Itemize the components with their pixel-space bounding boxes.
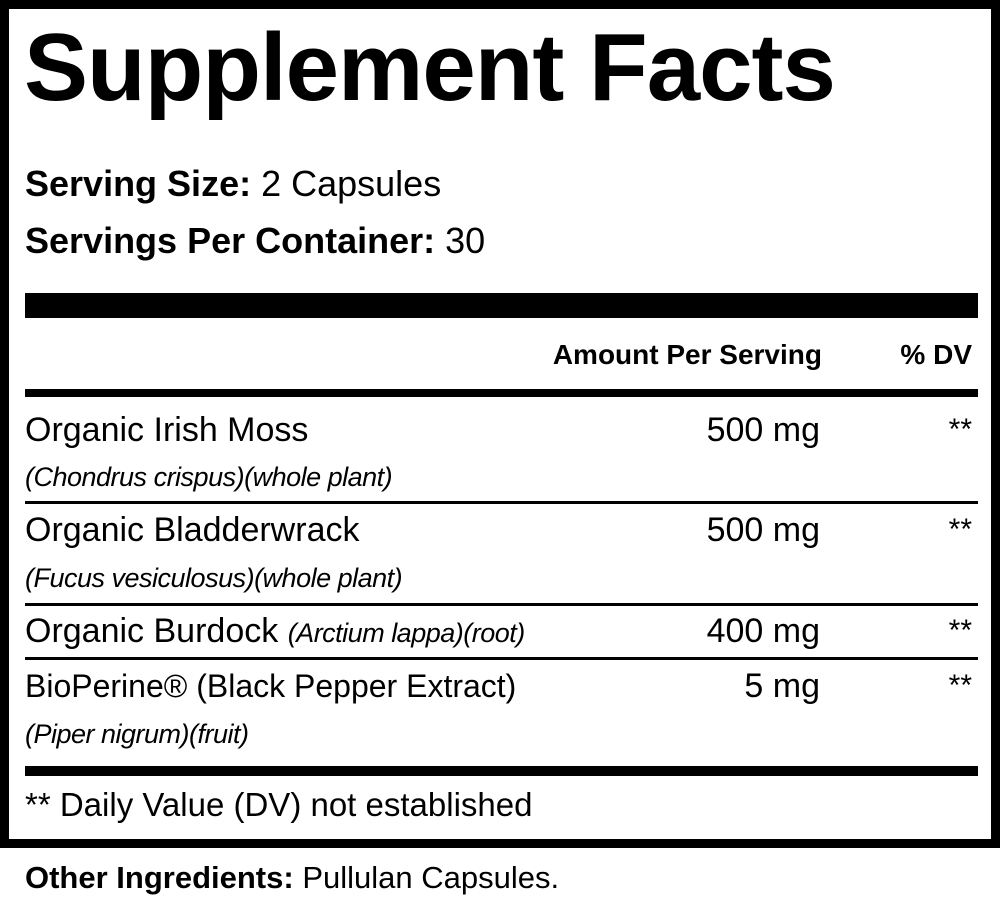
header-divider [25, 389, 978, 397]
footnote: ** Daily Value (DV) not established [25, 786, 533, 823]
ingredient-dv: ** [948, 669, 972, 702]
ingredient-dv: ** [948, 513, 972, 546]
amount-header: Amount Per Serving [552, 339, 822, 370]
ingredient-dv: ** [948, 413, 972, 446]
servings-label: Servings Per Container: [25, 220, 436, 261]
other-ingredients: Other Ingredients: Pullulan Capsules. [25, 858, 559, 898]
serving-size: Serving Size: 2 Capsules [25, 162, 441, 206]
facts-panel [0, 0, 1000, 848]
thick-divider [25, 293, 978, 318]
row-divider [25, 657, 978, 660]
ingredient-source: (Piper nigrum)(fruit) [25, 719, 249, 749]
panel-title: Supplement Facts [24, 14, 836, 121]
other-ingredients-value: Pullulan Capsules. [302, 860, 560, 895]
ingredient-name: Organic Irish Moss [25, 411, 309, 449]
ingredient-amount: 500 mg [706, 511, 820, 549]
ingredient-amount: 5 mg [744, 667, 820, 705]
thick-divider [25, 766, 978, 776]
serving-size-value: 2 Capsules [261, 163, 442, 204]
ingredient-dv: ** [948, 614, 972, 647]
ingredient-row: Organic Burdock (Arctium lappa)(root) [25, 611, 525, 651]
ingredient-source: (Fucus vesiculosus)(whole plant) [25, 563, 403, 593]
ingredient-name: Organic Burdock [25, 612, 279, 650]
ingredient-name: Organic Bladderwrack [25, 511, 360, 549]
ingredient-name: BioPerine® (Black Pepper Extract) [25, 668, 517, 704]
ingredient-source: (Chondrus crispus)(whole plant) [25, 462, 393, 492]
servings-per-container: Servings Per Container: 30 [25, 219, 485, 263]
row-divider [25, 501, 978, 504]
other-ingredients-label: Other Ingredients: [25, 860, 294, 895]
dv-header: % DV [900, 339, 972, 370]
ingredient-source: (Arctium lappa)(root) [287, 618, 526, 648]
ingredient-amount: 500 mg [706, 411, 820, 449]
serving-size-label: Serving Size: [25, 163, 252, 204]
servings-value: 30 [445, 220, 486, 261]
ingredient-amount: 400 mg [706, 612, 820, 650]
row-divider [25, 603, 978, 606]
